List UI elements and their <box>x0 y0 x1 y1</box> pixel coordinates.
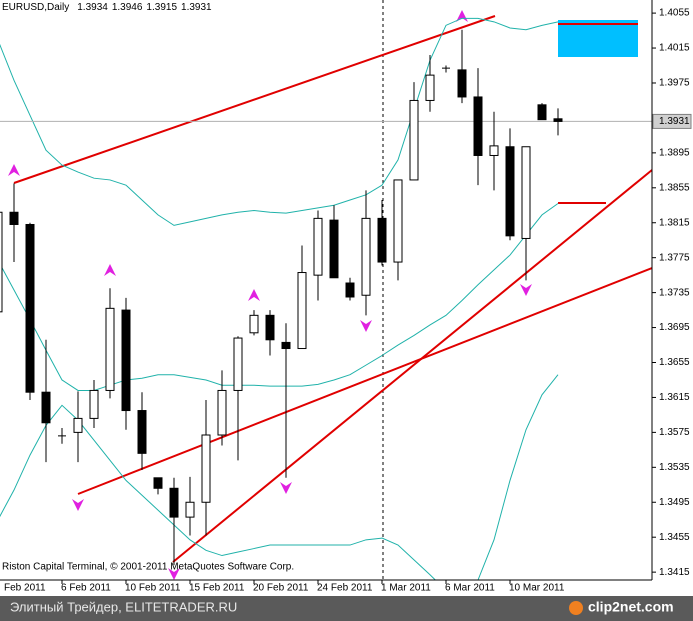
body <box>537 104 547 121</box>
fractal-down <box>168 568 180 580</box>
logo-text: clip2net.com <box>588 599 674 615</box>
y-tick-label: 1.3535 <box>659 462 690 473</box>
trend-line <box>77 267 652 495</box>
y-tick-label: 1.3415 <box>659 567 690 578</box>
trend-line <box>172 169 652 563</box>
y-tick-label: 1.3735 <box>659 287 690 298</box>
y-tick-label: 1.4055 <box>659 8 690 19</box>
body <box>297 272 307 350</box>
body <box>169 487 179 518</box>
x-tick-label: 10 Feb 2011 <box>125 583 181 594</box>
ohlc-open: 1.3934 <box>77 2 108 13</box>
x-tick-label: 10 Mar 2011 <box>509 583 565 594</box>
body <box>9 211 19 225</box>
body <box>521 146 531 239</box>
body <box>345 282 355 298</box>
fractal-up <box>456 10 468 22</box>
body <box>313 217 323 276</box>
band-line <box>0 17 559 226</box>
body <box>457 69 467 98</box>
body <box>377 217 387 263</box>
y-tick-label: 1.3655 <box>659 357 690 368</box>
body <box>265 314 275 341</box>
fractal-arrows <box>8 10 532 580</box>
price-label-box <box>652 113 692 129</box>
x-tick-label: 15 Feb 2011 <box>189 583 245 594</box>
fractal-down <box>360 320 372 332</box>
y-tick-label: 1.3895 <box>659 148 690 159</box>
footer-text: Элитный Трейдер, ELITETRADER.RU <box>10 599 237 614</box>
chart-title: EURUSD,Daily 1.3934 1.3946 1.3915 1.3931 <box>2 2 212 13</box>
body <box>409 99 419 181</box>
fractal-down <box>520 284 532 296</box>
logo-icon <box>569 601 583 615</box>
body <box>361 217 371 296</box>
body <box>105 307 115 391</box>
body <box>473 96 483 156</box>
y-tick-label: 1.4015 <box>659 43 690 54</box>
ohlc-high: 1.3946 <box>112 2 143 13</box>
body <box>425 74 435 101</box>
x-tick-label: 6 Mar 2011 <box>445 583 495 594</box>
y-tick-label: 1.3615 <box>659 392 690 403</box>
body <box>201 434 211 503</box>
rectangle-object <box>558 20 638 57</box>
y-tick-label: 1.3495 <box>659 497 690 508</box>
body <box>281 341 291 350</box>
body <box>73 417 83 433</box>
body <box>329 219 339 279</box>
y-tick-label: 1.3775 <box>659 252 690 263</box>
body <box>153 477 163 489</box>
price-label: 1.3931 <box>659 116 690 127</box>
x-tick-label: 20 Feb 2011 <box>253 583 309 594</box>
x-tick-label: 1 Mar 2011 <box>381 583 431 594</box>
x-tick-label: Feb 2011 <box>4 583 46 594</box>
body <box>553 118 563 122</box>
y-tick-label: 1.3575 <box>659 427 690 438</box>
body <box>249 314 259 334</box>
fractal-down <box>280 482 292 494</box>
body <box>121 309 131 412</box>
body <box>89 389 99 419</box>
body <box>137 410 147 454</box>
body <box>233 337 243 391</box>
fractal-up <box>8 164 20 176</box>
band-line <box>0 374 559 580</box>
trend-line <box>13 15 496 184</box>
body <box>185 501 195 518</box>
fractal-up <box>248 289 260 301</box>
y-tick-label: 1.3815 <box>659 217 690 228</box>
body <box>393 179 403 263</box>
body <box>505 146 515 237</box>
copyright: Riston Capital Terminal, © 2001-2011 Met… <box>2 562 294 573</box>
body <box>0 211 3 313</box>
y-tick-label: 1.3455 <box>659 532 690 543</box>
background <box>0 0 693 596</box>
y-tick-label: 1.3695 <box>659 322 690 333</box>
drawing-objects <box>8 0 652 580</box>
ohlc-low: 1.3915 <box>146 2 177 13</box>
body <box>41 391 51 424</box>
body <box>25 223 35 393</box>
axes: 1.4055 1.4015 1.3975 1.3895 1.3855 1.3815 1.37… <box>4 8 692 594</box>
fractal-down <box>72 499 84 511</box>
x-tick-label: 24 Feb 2011 <box>317 583 373 594</box>
symbol: EURUSD,Daily <box>2 2 69 13</box>
body <box>217 389 227 436</box>
ohlc-close: 1.3931 <box>181 2 212 13</box>
x-tick-label: 6 Feb 2011 <box>61 583 111 594</box>
candles <box>0 29 563 566</box>
fractal-up <box>104 264 116 276</box>
body <box>489 145 499 156</box>
y-tick-label: 1.3855 <box>659 182 690 193</box>
y-tick-label: 1.3975 <box>659 78 690 89</box>
